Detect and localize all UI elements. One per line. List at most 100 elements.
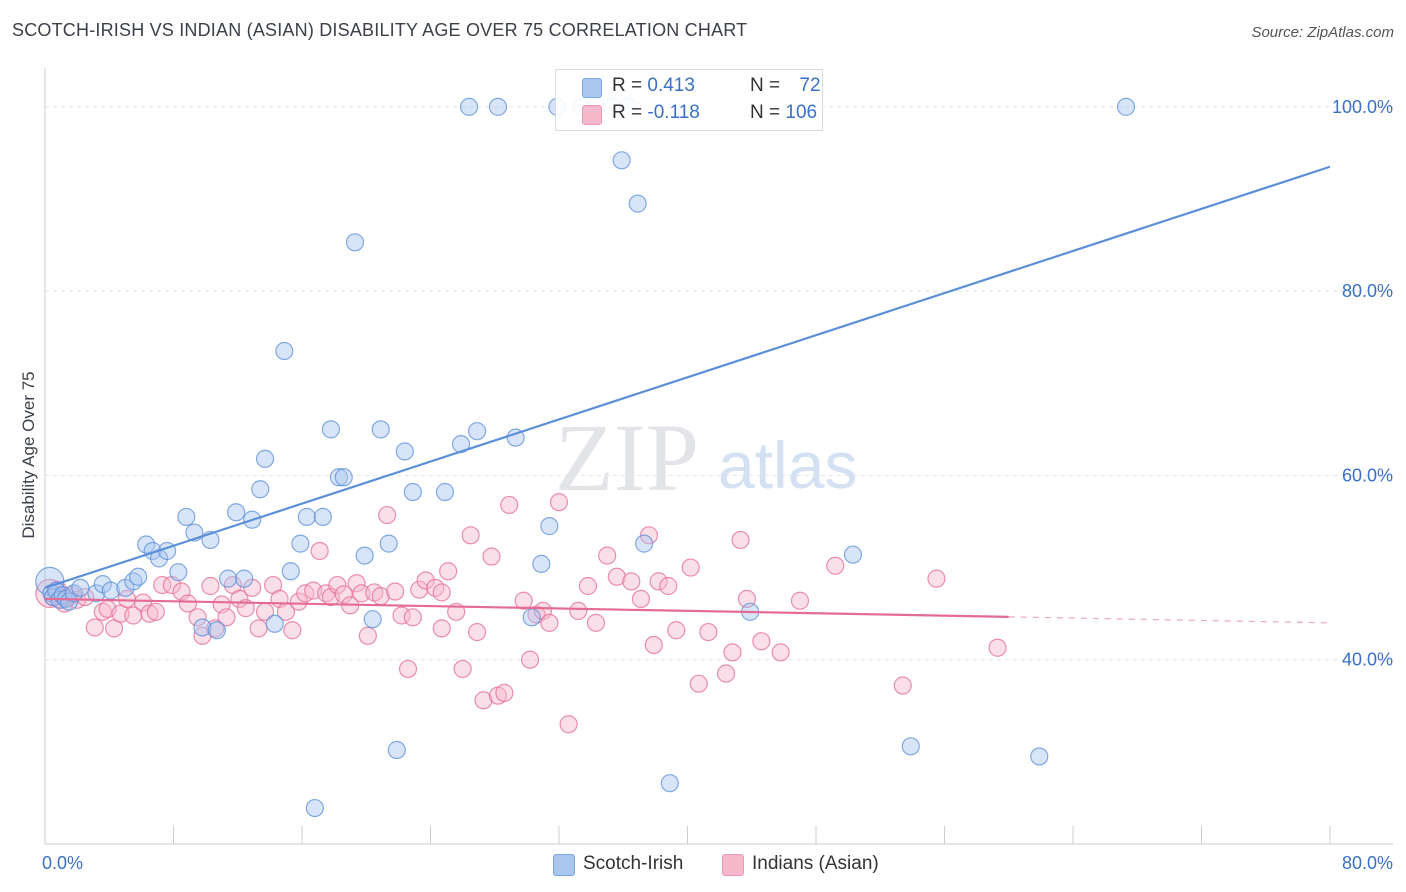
data-point xyxy=(520,650,540,669)
data-point xyxy=(87,584,106,603)
data-point xyxy=(689,674,708,693)
watermark-atlas: atlas xyxy=(718,428,857,502)
data-point xyxy=(988,638,1007,657)
data-point xyxy=(347,574,366,593)
trend-line-extension xyxy=(1008,616,1331,624)
data-point xyxy=(1030,747,1049,766)
data-point xyxy=(255,449,275,468)
legend-label-indians-asian: Indians (Asian) xyxy=(752,853,879,874)
data-point xyxy=(169,563,188,582)
data-point xyxy=(549,493,569,512)
data-point xyxy=(398,659,418,679)
series-indians-asian xyxy=(35,493,1007,734)
data-point xyxy=(635,534,654,553)
data-point xyxy=(506,428,525,447)
data-point xyxy=(219,569,238,588)
data-point xyxy=(265,614,284,633)
data-point xyxy=(628,194,647,213)
data-point xyxy=(193,618,212,637)
data-point xyxy=(716,664,736,683)
data-point xyxy=(251,480,270,499)
data-point xyxy=(435,482,455,502)
n-value: 72 xyxy=(799,75,821,96)
data-point xyxy=(305,798,324,818)
series-legend: Scotch-Irish Indians (Asian) xyxy=(0,851,1406,879)
data-point xyxy=(395,442,414,461)
data-point xyxy=(133,593,153,612)
data-point xyxy=(1116,97,1136,116)
data-point xyxy=(893,676,912,695)
y-tick-label: 60.0% xyxy=(1342,465,1393,485)
data-point xyxy=(352,584,371,603)
data-point xyxy=(124,606,143,625)
data-point xyxy=(569,601,588,620)
data-point xyxy=(432,619,451,638)
data-point xyxy=(283,621,302,640)
data-point xyxy=(358,626,377,645)
y-tick-label: 80.0% xyxy=(1342,281,1393,301)
data-point xyxy=(235,569,254,588)
data-point xyxy=(85,618,104,637)
tick-labels: 40.0% 60.0% 80.0% 100.0% 0.0% 80.0% xyxy=(42,97,1393,873)
watermark-zip: ZIP xyxy=(555,404,699,511)
data-point xyxy=(432,583,451,602)
data-point xyxy=(386,582,405,601)
swatch-indians-asian xyxy=(582,105,602,125)
data-point xyxy=(474,691,493,710)
data-point xyxy=(681,558,700,577)
y-tick-label: 100.0% xyxy=(1332,97,1393,117)
data-point xyxy=(291,534,310,553)
data-point xyxy=(522,608,541,627)
axes xyxy=(44,68,1393,845)
data-point xyxy=(93,602,112,621)
data-point xyxy=(771,643,790,662)
data-point xyxy=(177,507,196,526)
data-point xyxy=(649,572,668,591)
data-point xyxy=(586,613,606,632)
data-point xyxy=(500,495,519,515)
data-point xyxy=(790,591,810,610)
data-point xyxy=(310,541,329,561)
data-point xyxy=(328,575,347,595)
data-point xyxy=(901,737,920,756)
data-point xyxy=(416,571,435,590)
data-point xyxy=(439,562,458,581)
data-point xyxy=(540,613,559,632)
data-point xyxy=(379,534,398,553)
data-point xyxy=(146,602,165,621)
x-tick-label: 80.0% xyxy=(1342,853,1393,873)
data-point xyxy=(297,507,316,526)
data-point xyxy=(660,774,679,793)
trend-line xyxy=(44,597,1009,618)
data-point xyxy=(178,594,198,613)
r-value: 0.413 xyxy=(647,75,695,96)
r-label: R = xyxy=(612,102,643,123)
n-label: N = xyxy=(750,102,781,123)
chart-title: SCOTCH-IRISH VS INDIAN (ASIAN) DISABILIT… xyxy=(12,20,748,40)
data-point xyxy=(355,546,374,565)
data-point xyxy=(345,233,365,252)
data-point xyxy=(459,97,479,116)
data-point xyxy=(71,578,90,597)
legend-swatch-scotch-irish xyxy=(553,854,575,876)
data-point xyxy=(371,420,390,439)
data-point xyxy=(843,545,863,564)
data-point xyxy=(607,567,626,586)
data-point xyxy=(622,572,641,591)
data-point xyxy=(334,585,353,604)
data-point xyxy=(249,619,268,638)
data-point xyxy=(217,608,236,627)
data-point xyxy=(137,535,156,554)
data-point xyxy=(723,643,742,662)
data-point xyxy=(426,578,445,597)
data-point xyxy=(453,659,472,679)
data-point xyxy=(559,715,578,734)
stats-legend: R = 0.413 N = 72 R = -0.118 N = 106 xyxy=(555,69,823,131)
data-point xyxy=(188,608,207,627)
data-point xyxy=(631,589,651,609)
data-point xyxy=(321,420,341,439)
data-point xyxy=(378,505,397,525)
data-point xyxy=(281,562,300,581)
data-point xyxy=(140,604,159,623)
